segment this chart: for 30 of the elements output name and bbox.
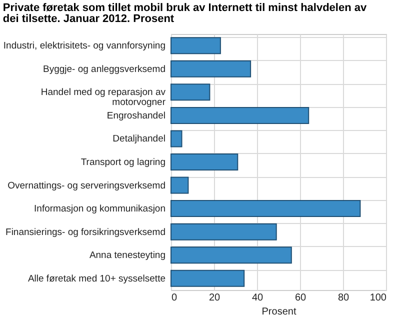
bar (170, 60, 252, 78)
y-tick-label: Alle føretak med 10+ sysselsette (28, 273, 166, 284)
x-tick-label: 100 (370, 292, 387, 304)
y-tick-label: Industri, elektrisitets- og vannforsyning (3, 40, 166, 52)
y-tick-label: Finansierings- og forsikringsverksemd (6, 226, 166, 238)
bar (170, 154, 238, 170)
bar (170, 84, 210, 101)
y-tick-label: Engroshandel (106, 110, 166, 122)
y-tick-label: Informasjon og kommunikasjon (34, 204, 166, 215)
bar (170, 223, 277, 240)
y-tick-label: Transport og lagring (80, 157, 166, 168)
x-tick-label: 20 (208, 292, 220, 304)
y-tick-label: Byggje- og anleggsverksemd (42, 64, 166, 75)
y-tick-label: Anna tenesteyting (89, 250, 166, 262)
x-tick-label: 80 (338, 292, 350, 304)
bar (170, 246, 292, 264)
x-tick-label: 60 (294, 292, 306, 304)
bar (170, 200, 361, 218)
y-tick-label: Overnattings- og serveringsverksemd (8, 180, 166, 192)
bar (170, 176, 189, 194)
bar (170, 37, 221, 54)
bar (170, 270, 245, 287)
y-tick-label: Detaljhandel (112, 134, 166, 145)
y-tick-label: Handel med og reparasjon av motorvogner (40, 87, 166, 108)
bar (170, 130, 182, 148)
x-axis-title: Prosent (262, 306, 296, 318)
x-tick-label: 0 (172, 292, 178, 304)
chart-title: Private føretak som tillet mobil bruk av Internett til minst halvdelen av dei tilsette. Januar 2012. Prosent (2, 2, 368, 25)
x-tick-label: 40 (252, 292, 264, 304)
bar (170, 106, 310, 124)
